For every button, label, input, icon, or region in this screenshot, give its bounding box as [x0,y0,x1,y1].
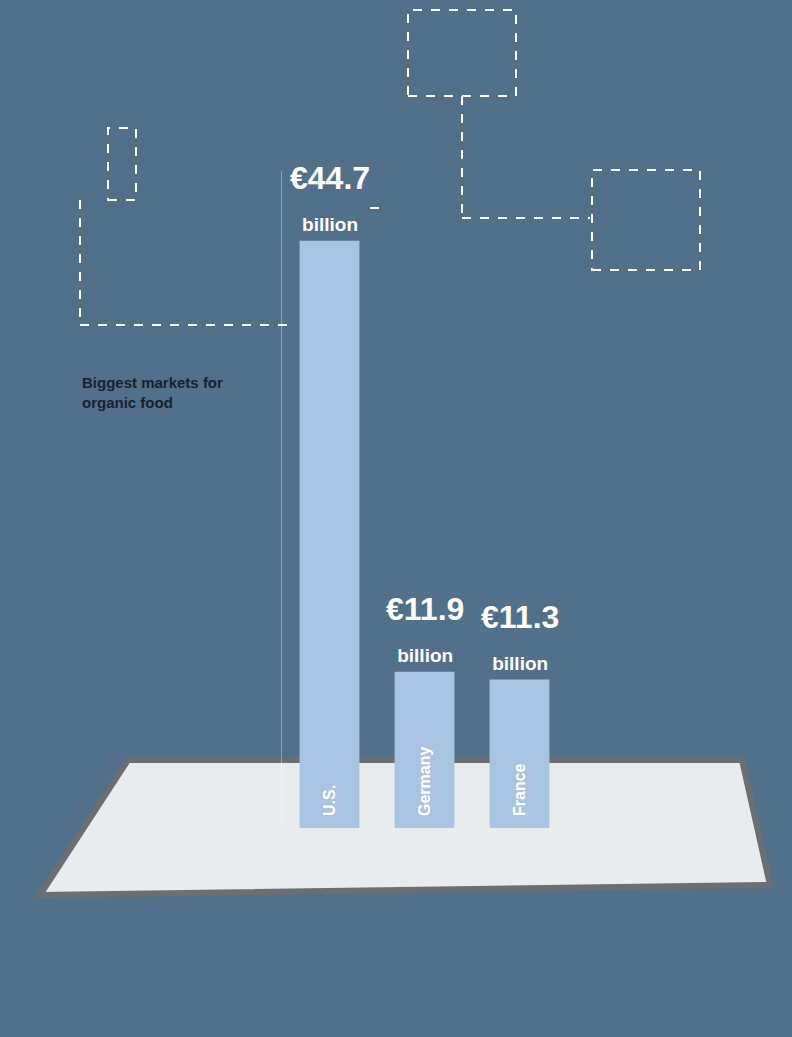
svg-text:€44.7billion: €44.7billion [290,160,370,235]
svg-text:Germany: Germany [416,747,433,816]
svg-text:€11.9billion: €11.9billion [386,591,464,666]
svg-text:France: France [511,763,528,816]
svg-text:Biggest markets fororganic foo: Biggest markets fororganic food [82,374,223,411]
svg-text:€11.3billion: €11.3billion [481,599,559,674]
svg-text:U.S.: U.S. [321,785,338,816]
